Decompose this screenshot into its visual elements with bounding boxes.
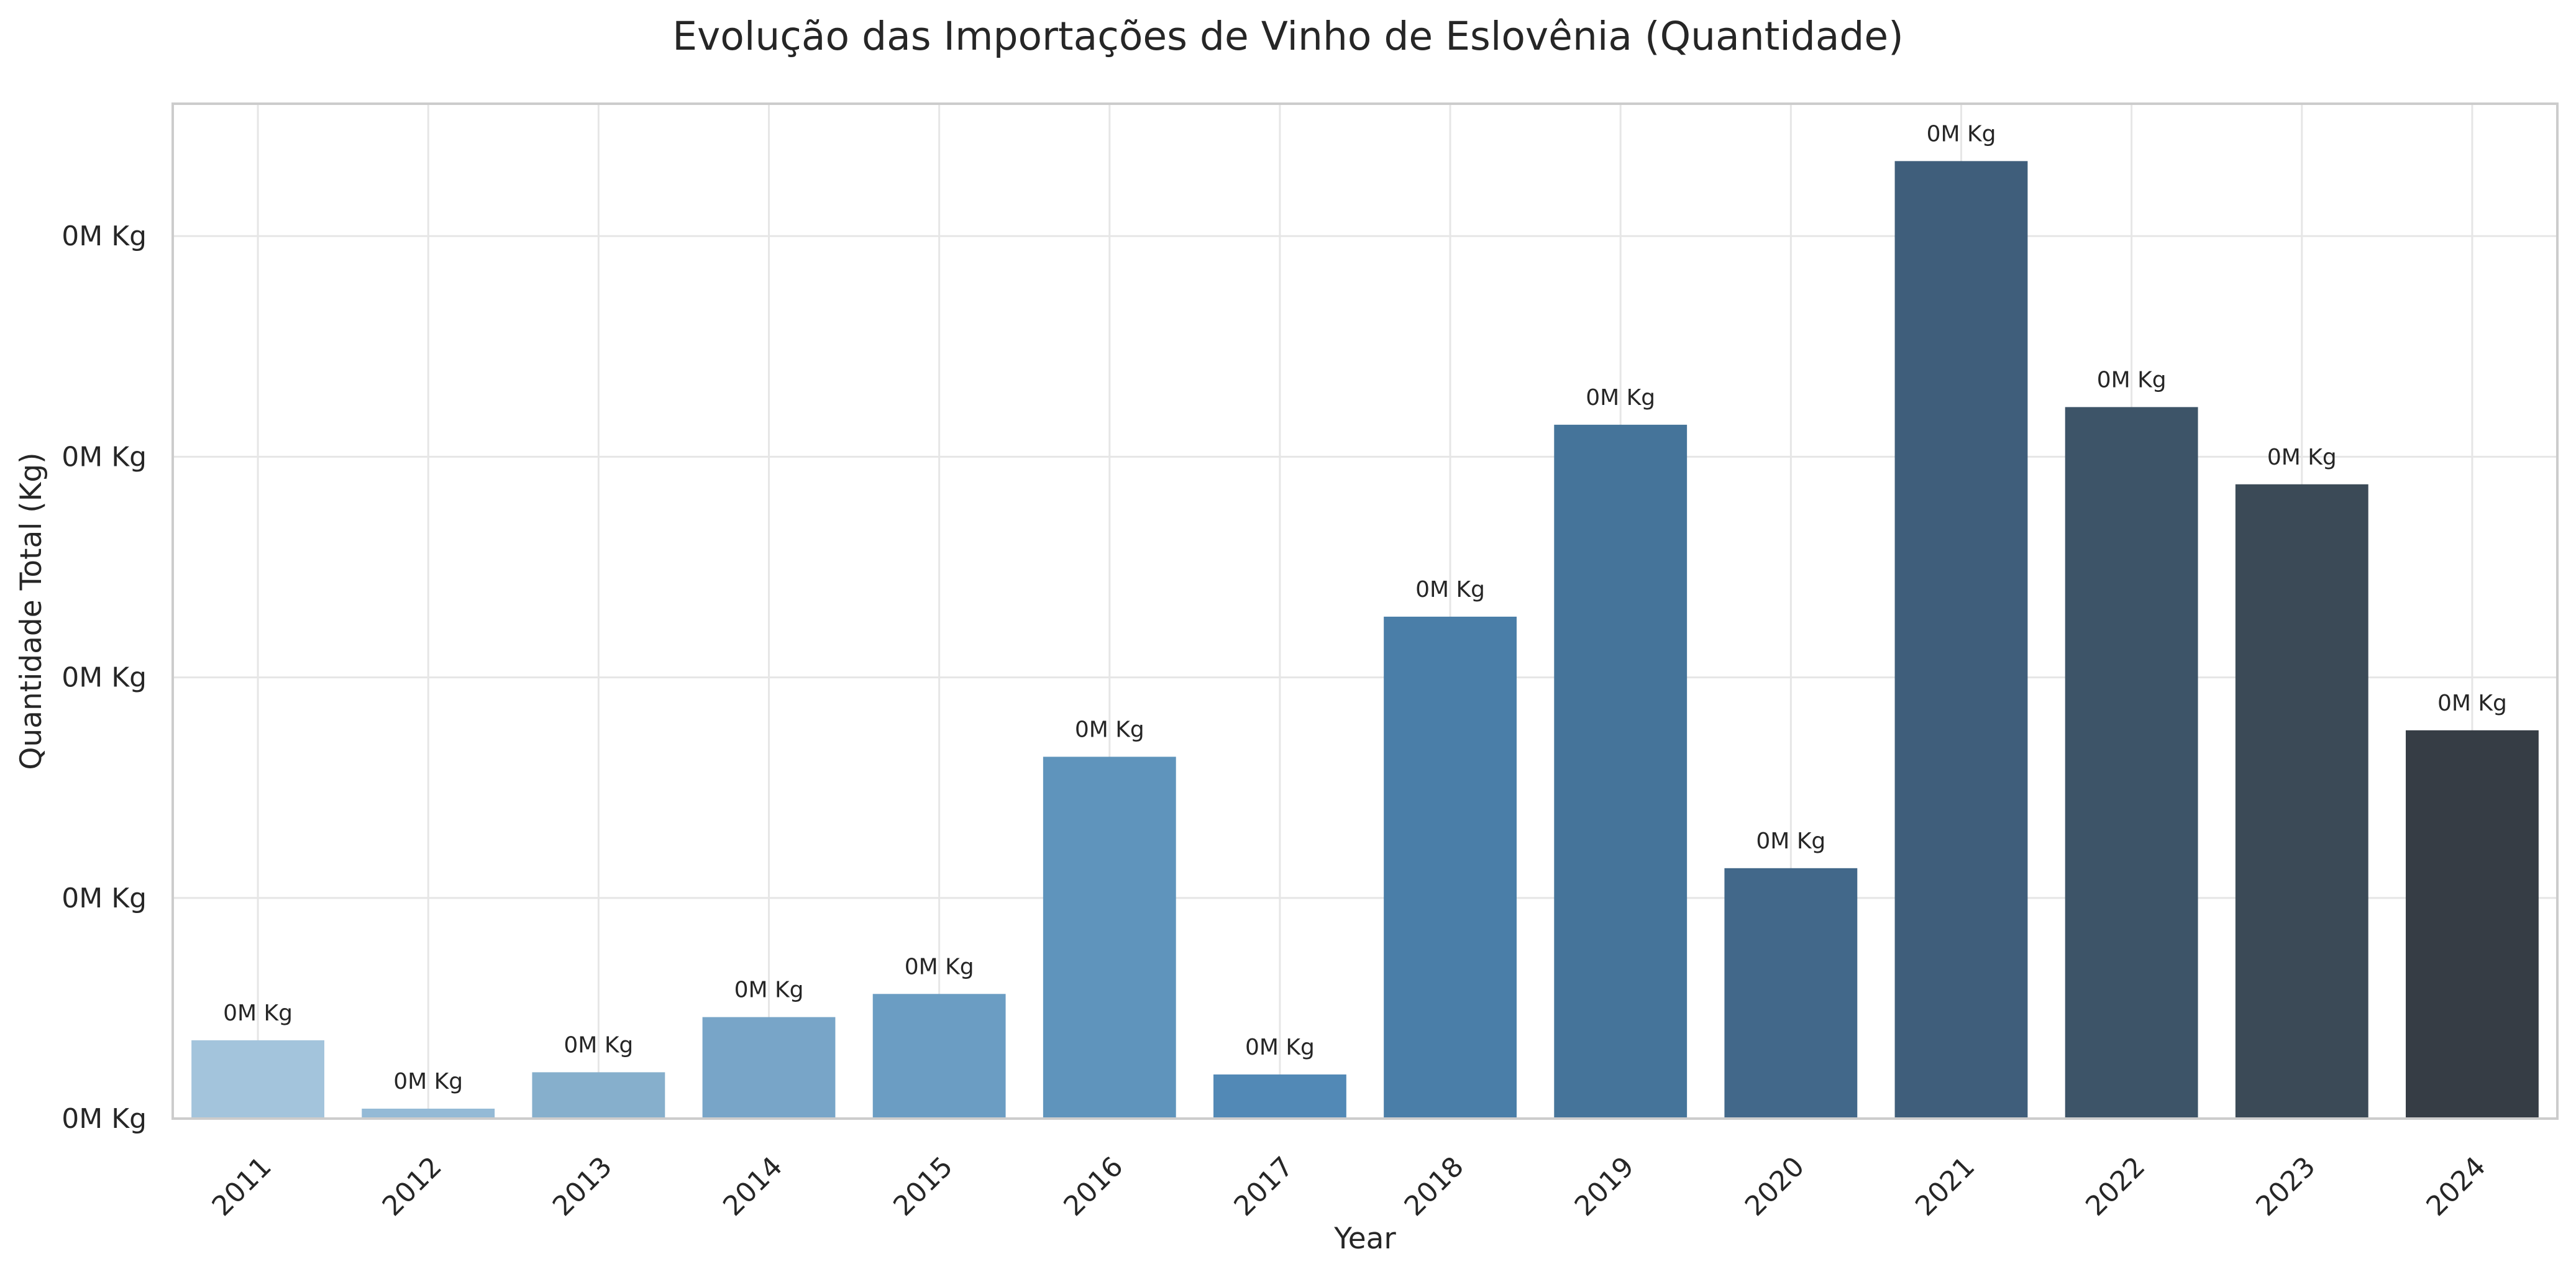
- bar-value-label: 0M Kg: [734, 978, 804, 1003]
- bar: [2235, 484, 2368, 1119]
- x-tick-label: 2015: [887, 1151, 959, 1222]
- bar: [1554, 424, 1688, 1119]
- x-tick-label: 2024: [2420, 1151, 2492, 1222]
- x-tick-label: 2012: [377, 1151, 448, 1222]
- grid-lines: [173, 104, 2557, 1120]
- chart-title: Evolução das Importações de Vinho de Esl…: [672, 14, 1904, 59]
- bar-value-label: 0M Kg: [393, 1069, 463, 1094]
- bar-value-label: 0M Kg: [1245, 1035, 1315, 1060]
- x-axis-label: Year: [1333, 1222, 1396, 1256]
- y-tick-label: 0M Kg: [62, 220, 147, 252]
- bar-value-label: 0M Kg: [564, 1032, 633, 1058]
- bar: [702, 1017, 836, 1119]
- bar: [1724, 868, 1858, 1119]
- x-tick-label: 2021: [1909, 1151, 1981, 1222]
- x-tick-label: 2014: [717, 1151, 788, 1222]
- bar: [1043, 756, 1176, 1119]
- y-tick-label: 0M Kg: [62, 662, 147, 694]
- x-tick-label: 2023: [2250, 1151, 2321, 1222]
- bar: [362, 1109, 495, 1119]
- bar-value-label: 0M Kg: [1075, 717, 1144, 742]
- bar-value-label: 0M Kg: [1927, 121, 1996, 147]
- bar: [1894, 161, 2028, 1119]
- y-axis-label: Quantidade Total (Kg): [14, 452, 48, 770]
- bar-value-label: 0M Kg: [1415, 577, 1485, 602]
- bar: [2406, 730, 2539, 1119]
- bar-value-label: 0M Kg: [1586, 385, 1655, 411]
- bar-value-label: 0M Kg: [905, 954, 974, 979]
- bar-value-label: 0M Kg: [2267, 445, 2337, 470]
- bar: [532, 1072, 665, 1119]
- bar-value-labels: 0M Kg 0M Kg 0M Kg 0M Kg 0M Kg 0M Kg 0M Kg 0M Kg…: [223, 121, 2507, 1094]
- y-axis-ticks: 0M Kg 0M Kg 0M Kg 0M Kg 0M Kg: [62, 220, 147, 1135]
- bar: [191, 1040, 324, 1119]
- x-tick-label: 2018: [1399, 1151, 1470, 1222]
- bar-value-label: 0M Kg: [223, 1001, 293, 1026]
- x-tick-label: 2013: [547, 1151, 618, 1222]
- x-axis-ticks: 2011 2012 2013 2014 2015 2016 2017 2018 2019 2020…: [206, 1151, 2492, 1222]
- x-tick-label: 2019: [1569, 1151, 1640, 1222]
- bar: [2065, 407, 2198, 1119]
- bar-value-label: 0M Kg: [2097, 367, 2167, 393]
- x-tick-label: 2017: [1228, 1151, 1299, 1222]
- bar: [872, 994, 1006, 1119]
- y-tick-label: 0M Kg: [62, 1103, 147, 1135]
- bar: [1384, 616, 1517, 1119]
- x-tick-label: 2020: [1739, 1151, 1811, 1222]
- plot-frame: [171, 102, 2559, 1120]
- x-tick-label: 2022: [2080, 1151, 2151, 1222]
- x-tick-label: 2016: [1057, 1151, 1129, 1222]
- bar-value-label: 0M Kg: [2437, 691, 2507, 716]
- y-tick-label: 0M Kg: [62, 883, 147, 914]
- bars: [191, 161, 2539, 1119]
- x-tick-label: 2011: [206, 1151, 278, 1222]
- bar-value-label: 0M Kg: [1756, 829, 1825, 854]
- bar: [1213, 1074, 1346, 1119]
- y-tick-label: 0M Kg: [62, 441, 147, 473]
